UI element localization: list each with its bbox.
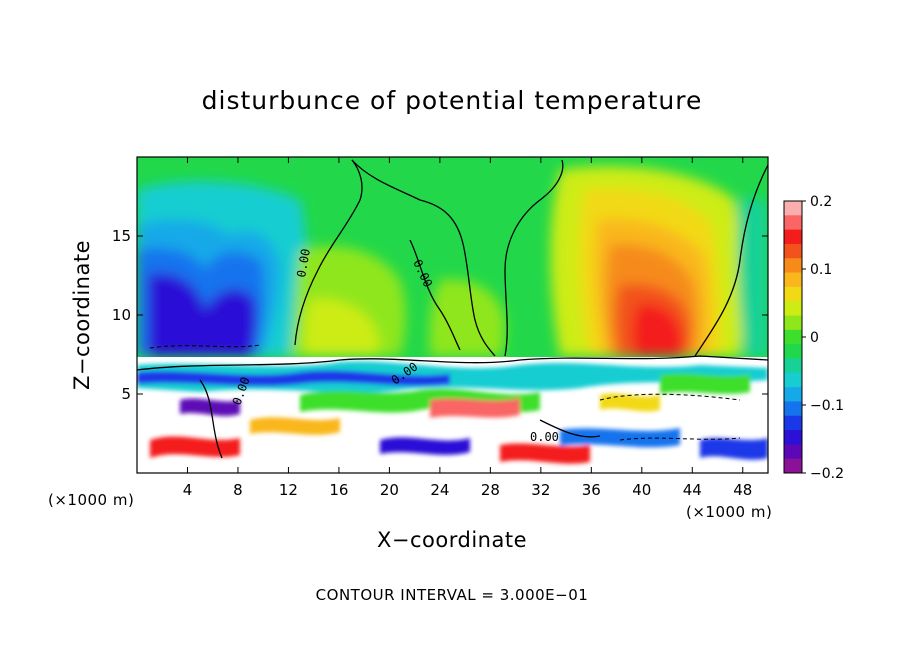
heatmap-field <box>137 157 768 473</box>
colorbar-segment <box>784 229 802 245</box>
x-tick-label: 44 <box>683 481 702 499</box>
y-tick-label: 10 <box>112 306 131 324</box>
colorbar-segment <box>784 315 802 331</box>
x-tick-label: 36 <box>582 481 601 499</box>
dashed-contour-2 <box>619 437 741 441</box>
lower-band-blue-2 <box>560 428 680 448</box>
x-tick-label: 20 <box>380 481 399 499</box>
contour-line-3 <box>504 159 564 357</box>
colorbar-segment <box>784 401 802 417</box>
x-tick-label: 4 <box>183 481 193 499</box>
y-axis-ticks: 5 10 15 <box>112 227 768 403</box>
colorbar-segment <box>784 215 802 231</box>
colorbar <box>783 200 803 474</box>
contour-interface <box>137 355 768 371</box>
y-tick-label: 5 <box>121 385 131 403</box>
lower-blob-purple <box>380 437 470 455</box>
colorbar-tick-label: 0 <box>810 330 819 346</box>
zero-contours <box>137 159 768 459</box>
contour-label-5: 0.00 <box>530 430 559 444</box>
contour-line-7 <box>539 419 601 438</box>
right-edge-cyan <box>737 198 768 356</box>
x-tick-label: 24 <box>430 481 449 499</box>
lower-blob-red-2 <box>500 443 590 464</box>
contour-line-1 <box>351 159 496 357</box>
x-axis-label: X−coordinate <box>377 528 527 552</box>
dashed-contour-1 <box>599 393 741 401</box>
colorbar-segment <box>784 430 802 445</box>
colorbar-segment <box>784 358 802 374</box>
colorbar-tick-label: −0.2 <box>810 466 844 482</box>
x-unit-label-right: (×1000 m) <box>686 503 773 521</box>
contour-label-1: 0.00 <box>294 248 313 279</box>
contour-line-2 <box>294 159 363 346</box>
negative-contours <box>149 344 741 441</box>
warm-region-red <box>633 304 683 356</box>
colorbar-segment <box>784 201 802 216</box>
colorbar-segment <box>784 444 802 460</box>
colorbar-segment <box>784 286 802 302</box>
colorbar-segment <box>784 344 802 359</box>
lower-band-blue <box>137 370 450 386</box>
contour-interval-note: CONTOUR INTERVAL = 3.000E−01 <box>315 586 589 604</box>
contour-line-4 <box>694 164 768 357</box>
colorbar-segment <box>784 387 802 402</box>
colorbar-segment <box>784 372 802 388</box>
colorbar-segment <box>784 258 802 274</box>
lower-blob-blue-right <box>700 438 768 460</box>
colorbar-tick-label: −0.1 <box>810 398 844 414</box>
x-tick-label: 40 <box>632 481 651 499</box>
x-unit-label-left: (×1000 m) <box>48 491 135 509</box>
x-tick-label: 28 <box>481 481 500 499</box>
colorbar-segment <box>784 458 802 474</box>
colorbar-segment <box>784 243 802 259</box>
lower-band-cyan <box>137 361 768 393</box>
contour-line-5 <box>409 239 461 351</box>
colorbar-tick-label: 0.2 <box>810 194 832 210</box>
lower-blob-yellow-2 <box>600 393 660 412</box>
mid-region-lightgreen-2 <box>429 279 506 356</box>
x-axis-ticks: 4 8 12 16 20 24 28 32 36 40 44 48 <box>183 157 752 499</box>
lower-blob-yellow <box>250 417 340 435</box>
contour-line-6 <box>199 379 223 459</box>
x-tick-label: 8 <box>233 481 243 499</box>
colorbar-segment <box>784 415 802 431</box>
lower-blob-pink <box>430 398 520 418</box>
colorbar-segment <box>784 272 802 288</box>
x-tick-label: 16 <box>329 481 348 499</box>
x-tick-label: 12 <box>279 481 298 499</box>
mid-region-yellowgreen <box>304 299 379 356</box>
colorbar-segment <box>784 301 802 317</box>
lower-band-green-2 <box>660 373 750 394</box>
colorbar-segment <box>784 329 802 345</box>
colorbar-tick-label: 0.1 <box>810 262 832 278</box>
chart-title: disturbunce of potential temperature <box>201 86 703 115</box>
y-tick-label: 15 <box>112 227 131 245</box>
cold-core <box>148 273 257 356</box>
x-tick-label: 32 <box>531 481 550 499</box>
colorbar-tick-labels: 0.2 0.1 0 −0.1 −0.2 <box>802 194 844 482</box>
x-tick-label: 48 <box>733 481 752 499</box>
dashed-contour-3 <box>149 344 261 349</box>
